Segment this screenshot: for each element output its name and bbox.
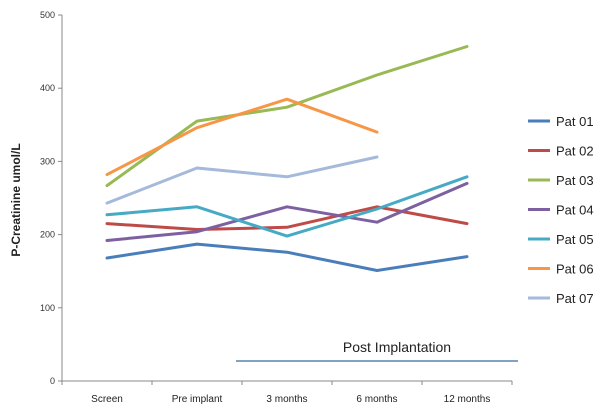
x-tick-label: Pre implant: [172, 394, 223, 405]
post-implantation-label: Post Implantation: [343, 339, 451, 355]
y-tick-label: 300: [40, 156, 55, 166]
legend-label-pat-02: Pat 02: [556, 144, 594, 159]
series-line-pat-02: [105, 205, 469, 231]
legend-label-pat-07: Pat 07: [556, 291, 594, 306]
series-lines: [105, 45, 469, 272]
legend-label-pat-06: Pat 06: [556, 262, 594, 277]
y-tick-label: 500: [40, 10, 55, 20]
x-tick-label: Screen: [91, 394, 123, 405]
legend-label-pat-05: Pat 05: [556, 232, 594, 247]
series-line-pat-05: [105, 175, 469, 238]
y-tick-label: 0: [50, 376, 55, 386]
y-axis-label: P-Creatinine umol/L: [9, 143, 23, 256]
series-line-pat-04: [105, 181, 469, 242]
x-tick-label: 3 months: [266, 394, 307, 405]
series-line-pat-07: [105, 155, 379, 205]
x-tick-label: 12 months: [444, 394, 491, 405]
series-line-pat-01: [105, 242, 469, 272]
y-tick-label: 400: [40, 83, 55, 93]
legend-label-pat-01: Pat 01: [556, 114, 594, 129]
y-tick-label: 200: [40, 230, 55, 240]
x-tick-label: 6 months: [356, 394, 397, 405]
y-tick-label: 100: [40, 303, 55, 313]
series-line-pat-03: [105, 45, 469, 188]
post-implantation-annotation: Post Implantation: [236, 339, 518, 363]
legend: Pat 01 Pat 02 Pat 03 Pat 04 Pat 05 Pat 06 Pat …: [528, 114, 594, 306]
legend-label-pat-03: Pat 03: [556, 173, 594, 188]
legend-label-pat-04: Pat 04: [556, 203, 594, 218]
x-axis-ticks: Screen Pre implant 3 months 6 months 12 mont…: [61, 381, 513, 405]
y-axis-ticks: 0 100 200 300 400 500: [40, 10, 62, 386]
series-line-pat-06: [105, 97, 379, 177]
chart-axes: [61, 15, 512, 382]
